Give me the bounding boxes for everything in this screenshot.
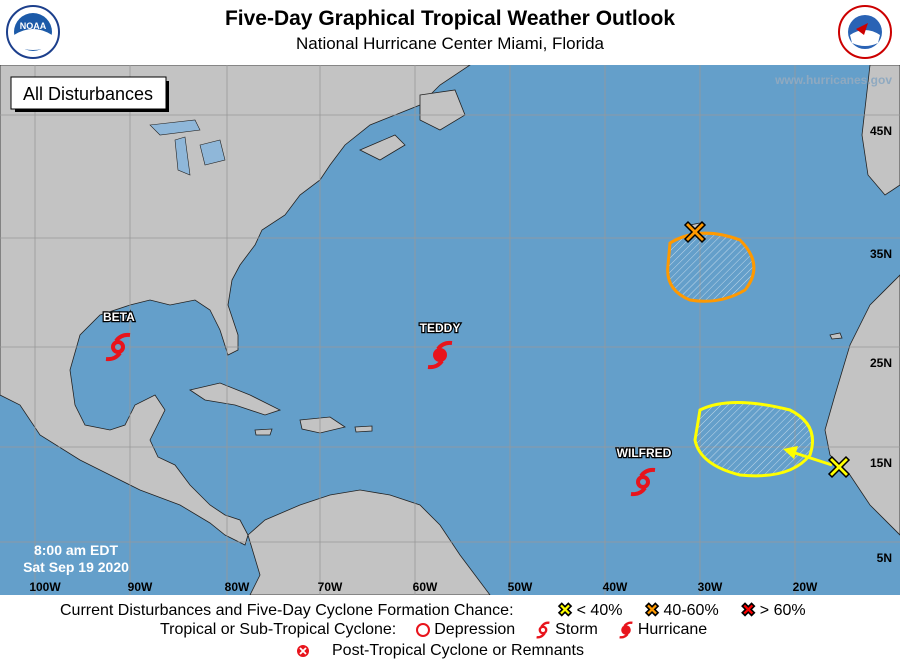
svg-text:NOAA: NOAA xyxy=(20,21,47,31)
storm-label: Storm xyxy=(555,621,598,638)
storm-beta-icon[interactable] xyxy=(105,332,131,362)
issue-date: Sat Sep 19 2020 xyxy=(23,559,129,575)
disturbance-orange-area[interactable] xyxy=(666,231,756,303)
panel-label: All Disturbances xyxy=(23,84,153,104)
cyclone-label: Tropical or Sub-Tropical Cyclone: xyxy=(160,621,397,638)
storm-wilfred-icon[interactable] xyxy=(630,467,656,497)
storm-teddy-icon[interactable] xyxy=(427,340,453,370)
longitude-label: 30W xyxy=(698,580,723,594)
disturbance-orange-x-icon[interactable] xyxy=(683,220,707,244)
latitude-labels: 45N 35N 25N 15N 5N xyxy=(870,124,892,565)
nova-scotia xyxy=(359,134,406,161)
outlook-map: 100W 90W 80W 70W 60W 50W 40W 30W 20W 45N 35N 25N 15… xyxy=(0,65,900,595)
high-chance-x-icon: ✖ xyxy=(740,600,756,621)
iberia xyxy=(861,65,900,196)
longitude-labels: 100W 90W 80W 70W 60W 50W 40W 30W 20W xyxy=(29,580,818,594)
page-title: Five-Day Graphical Tropical Weather Outl… xyxy=(224,7,676,30)
hurricane-icon xyxy=(619,621,633,639)
website-label: www.hurricanes.gov xyxy=(774,73,892,87)
issue-time: 8:00 am EDT xyxy=(34,542,118,558)
page-subtitle: National Hurricane Center Miami, Florida xyxy=(295,34,604,53)
noaa-logo: NOAA xyxy=(6,5,60,59)
longitude-label: 90W xyxy=(128,580,153,594)
longitude-label: 70W xyxy=(318,580,343,594)
formation-chance-label: Current Disturbances and Five-Day Cyclon… xyxy=(60,601,514,619)
newfoundland xyxy=(419,89,466,131)
high-chance-label: > 60% xyxy=(759,601,806,619)
storm-icon xyxy=(536,621,550,639)
latitude-label: 5N xyxy=(877,551,892,565)
nws-logo xyxy=(838,5,892,59)
panel-label-box: All Disturbances xyxy=(10,76,169,112)
storm-wilfred-label: WILFRED xyxy=(617,446,672,460)
medium-chance-label: 40-60% xyxy=(663,601,719,619)
disturbance-yellow-track-arrow xyxy=(783,446,833,467)
puerto-rico xyxy=(354,425,373,433)
disturbance-yellow-area[interactable] xyxy=(693,401,814,478)
longitude-label: 40W xyxy=(603,580,628,594)
north-america xyxy=(0,65,471,546)
header: NOAA Five-Day Graphical Tropical Weather… xyxy=(0,0,900,65)
hispaniola xyxy=(299,416,346,434)
canary-islands xyxy=(829,332,843,340)
longitude-label: 50W xyxy=(508,580,533,594)
post-tropical-label: Post-Tropical Cyclone or Remnants xyxy=(332,642,584,659)
depression-icon xyxy=(416,623,431,637)
great-lakes xyxy=(149,119,226,176)
disturbance-yellow-x-icon[interactable] xyxy=(827,455,851,479)
storm-beta-label: BETA xyxy=(103,310,135,324)
longitude-label: 100W xyxy=(29,580,61,594)
medium-chance-x-icon: ✖ xyxy=(644,600,660,621)
africa xyxy=(824,274,900,536)
landmasses xyxy=(0,65,900,595)
storm-teddy-label: TEDDY xyxy=(420,321,461,335)
latitude-label: 45N xyxy=(870,124,892,138)
low-chance-label: < 40% xyxy=(576,601,623,619)
longitude-label: 20W xyxy=(793,580,818,594)
low-chance-x-icon: ✖ xyxy=(557,600,573,621)
longitude-label: 80W xyxy=(225,580,250,594)
jamaica xyxy=(254,428,273,436)
longitude-label: 60W xyxy=(413,580,438,594)
south-america xyxy=(247,489,491,595)
post-tropical-icon xyxy=(297,645,309,657)
latitude-label: 15N xyxy=(870,456,892,470)
hurricane-label: Hurricane xyxy=(637,621,708,638)
cuba xyxy=(189,382,282,416)
depression-label: Depression xyxy=(434,621,516,638)
latitude-label: 25N xyxy=(870,356,892,370)
latitude-label: 35N xyxy=(870,247,892,261)
